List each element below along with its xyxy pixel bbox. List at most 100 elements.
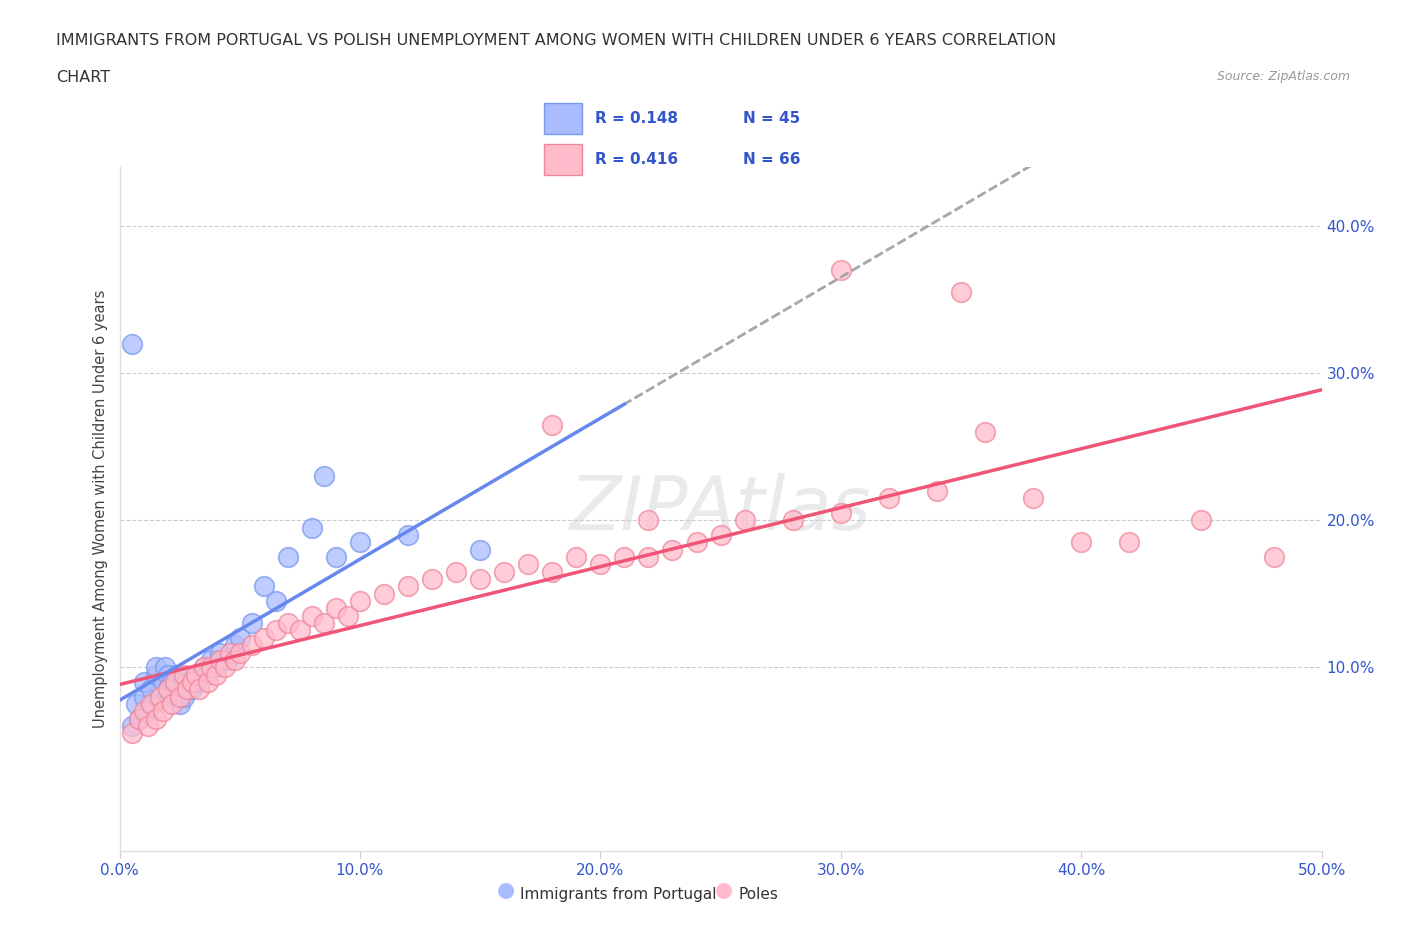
Point [149, 689, 172, 704]
Point [494, 565, 516, 579]
Point [173, 667, 195, 682]
Point [373, 586, 395, 601]
Point [1070, 535, 1092, 550]
Point [121, 337, 143, 352]
Point [301, 520, 323, 535]
Point [517, 557, 540, 572]
Text: Source: ZipAtlas.com: Source: ZipAtlas.com [1216, 70, 1350, 83]
Point [565, 550, 588, 565]
Point [145, 659, 167, 674]
Point [163, 682, 186, 697]
Point [139, 682, 162, 697]
Point [224, 638, 246, 653]
Point [253, 578, 276, 593]
Point [204, 667, 226, 682]
Point [949, 285, 972, 299]
Point [1189, 512, 1212, 527]
Point [180, 674, 202, 689]
Point [200, 653, 222, 668]
Text: ●: ● [716, 880, 733, 900]
Point [180, 682, 202, 697]
Point [209, 653, 232, 668]
Point [152, 704, 174, 719]
Point [170, 682, 193, 697]
Point [159, 689, 181, 704]
Point [162, 697, 184, 711]
Point [637, 512, 659, 527]
Point [169, 689, 191, 704]
Point [173, 689, 195, 704]
Point [162, 674, 184, 689]
Point [637, 550, 659, 565]
Text: N = 45: N = 45 [744, 111, 801, 126]
Point [253, 631, 276, 645]
Bar [544, 144, 582, 175]
Point [186, 674, 208, 689]
Point [163, 674, 186, 689]
Point [149, 689, 172, 704]
Point [925, 484, 948, 498]
Point [240, 616, 263, 631]
Point [1263, 550, 1285, 565]
Point [228, 645, 252, 660]
Point [685, 535, 707, 550]
Point [877, 491, 900, 506]
Point [187, 682, 209, 697]
Point [312, 469, 335, 484]
Point [974, 425, 997, 440]
Point [132, 689, 155, 704]
Point [325, 550, 347, 565]
Point [830, 263, 852, 278]
Bar [544, 103, 582, 134]
Point [830, 505, 852, 520]
Point [541, 418, 564, 432]
Point [589, 557, 612, 572]
Point [153, 659, 176, 674]
Text: ●: ● [498, 880, 515, 900]
Point [709, 527, 731, 542]
Point [128, 711, 150, 726]
Point [468, 572, 492, 587]
Point [138, 719, 160, 734]
Text: R = 0.416: R = 0.416 [595, 152, 678, 167]
Point [193, 659, 215, 674]
Point [301, 608, 323, 623]
Point [277, 616, 299, 631]
Point [444, 565, 467, 579]
Point [187, 667, 209, 682]
Point [156, 667, 179, 682]
Point [176, 682, 198, 697]
Point [193, 659, 215, 674]
Point [197, 674, 219, 689]
Point [396, 527, 419, 542]
Point [734, 512, 756, 527]
Point [613, 550, 636, 565]
Point [169, 697, 191, 711]
Point [166, 667, 188, 682]
Text: Immigrants from Portugal: Immigrants from Portugal [520, 887, 717, 902]
Point [145, 711, 167, 726]
Point [128, 711, 150, 726]
Point [138, 704, 160, 719]
Point [125, 697, 148, 711]
Point [176, 674, 198, 689]
Text: R = 0.148: R = 0.148 [595, 111, 678, 126]
Point [349, 535, 371, 550]
Point [228, 631, 252, 645]
Text: Poles: Poles [738, 887, 778, 902]
Point [336, 608, 359, 623]
Point [209, 645, 232, 660]
Point [156, 682, 179, 697]
Point [132, 674, 155, 689]
Point [240, 638, 263, 653]
Point [214, 659, 236, 674]
Point [145, 667, 167, 682]
Point [1118, 535, 1140, 550]
Point [325, 601, 347, 616]
Point [224, 653, 246, 668]
Point [132, 704, 155, 719]
Point [264, 593, 287, 608]
Point [1022, 491, 1045, 506]
Point [121, 726, 143, 741]
Point [156, 682, 179, 697]
